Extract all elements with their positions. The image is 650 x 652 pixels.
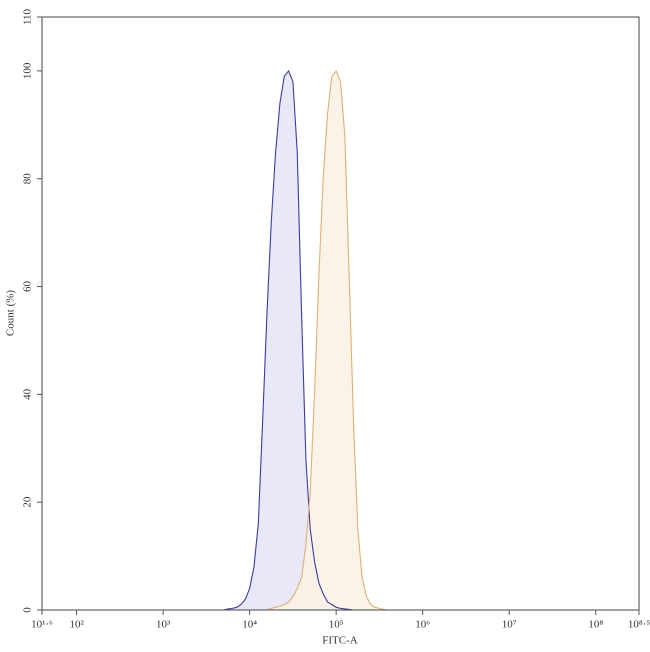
histogram-area <box>223 70 389 610</box>
x-tick-label: 10² <box>69 619 84 631</box>
x-axis-label: FITC-A <box>322 635 358 647</box>
y-tick-label: 20 <box>22 496 34 508</box>
x-tick-label: 10⁸·⁵ <box>628 619 650 631</box>
x-tick-label: 10⁴ <box>242 619 257 631</box>
x-tick-label: 10⁸ <box>588 619 603 631</box>
y-tick-label: 60 <box>22 281 34 293</box>
x-tick-label: 10⁶ <box>415 619 430 631</box>
y-tick-label: 80 <box>22 173 34 185</box>
y-tick-label: 0 <box>22 607 34 613</box>
plot-frame <box>41 16 640 611</box>
y-tick-label: 40 <box>22 388 34 400</box>
y-tick-label: 110 <box>22 8 34 25</box>
x-tick-label: 10⁵ <box>329 619 344 631</box>
y-tick-label: 100 <box>22 62 34 79</box>
x-tick-label: 10⁷ <box>502 619 517 631</box>
histogram-area <box>223 70 389 610</box>
x-tick-label: 10¹·⁶ <box>31 619 53 631</box>
x-tick-label: 10³ <box>156 619 171 631</box>
y-axis-label: Count (%) <box>5 290 17 336</box>
